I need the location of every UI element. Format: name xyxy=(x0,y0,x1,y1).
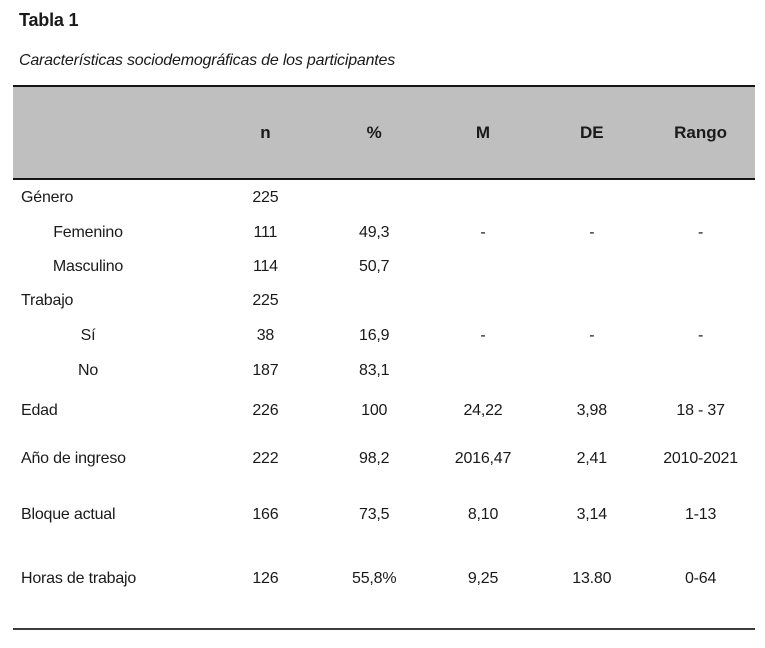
cell-n: 114 xyxy=(252,258,278,275)
cell-de: - xyxy=(589,326,595,344)
table-number-title: Tabla 1 xyxy=(19,10,79,30)
cell-pct: 50,7 xyxy=(359,258,390,275)
table-header-row: n % M DE Rango xyxy=(13,85,755,180)
cell-n: 226 xyxy=(252,401,279,419)
header-de: DE xyxy=(579,122,604,142)
cell-n: 38 xyxy=(256,326,275,344)
cell-rango: 0-64 xyxy=(684,569,717,587)
cell-de: 2,41 xyxy=(576,449,608,467)
header-rango: Rango xyxy=(674,122,728,142)
cell-rango: 2010-2021 xyxy=(663,449,738,467)
table-row-ano-ingreso: Año de ingreso 222 98,2 2016,47 2,41 201… xyxy=(13,432,755,485)
cell-rango: 18 - 37 xyxy=(676,401,725,419)
row-label: Femenino xyxy=(53,224,123,241)
cell-m: 2016,47 xyxy=(454,449,512,467)
cell-pct: 100 xyxy=(361,401,388,419)
table-row-si: Sí 38 16,9 - - - xyxy=(13,318,755,353)
table-row-genero: Género 225 xyxy=(13,180,755,216)
cell-n: 126 xyxy=(252,569,279,587)
cell-de: - xyxy=(589,224,595,241)
cell-pct: 73,5 xyxy=(359,506,390,523)
row-label: Género xyxy=(21,189,74,206)
row-label: Sí xyxy=(80,326,96,344)
cell-rango: - xyxy=(698,326,704,344)
table-row-no: No 187 83,1 xyxy=(13,353,755,389)
cell-pct: 16,9 xyxy=(359,326,390,344)
cell-n: 111 xyxy=(253,224,278,241)
table-row-horas-trabajo: Horas de trabajo 126 55,8% 9,25 13.80 0-… xyxy=(13,545,755,612)
row-label: Horas de trabajo xyxy=(21,569,137,587)
cell-n: 225 xyxy=(252,292,279,309)
cell-rango: 1-13 xyxy=(684,506,717,523)
table-row-bloque-actual: Bloque actual 166 73,5 8,10 3,14 1-13 xyxy=(13,485,755,545)
row-label: Bloque actual xyxy=(21,506,116,523)
sociodemographics-table: n % M DE Rango Género 225 Femenino 111 4… xyxy=(13,85,755,630)
table-row-femenino: Femenino 111 49,3 - - - xyxy=(13,216,755,250)
cell-m: 9,25 xyxy=(467,569,499,587)
row-label: Masculino xyxy=(52,258,124,275)
cell-de: 3,98 xyxy=(576,401,608,419)
cell-n: 166 xyxy=(252,506,279,523)
header-n: n xyxy=(260,122,271,142)
table-body: Género 225 Femenino 111 49,3 - - - Mascu… xyxy=(13,180,755,630)
cell-n: 225 xyxy=(252,189,279,206)
cell-m: - xyxy=(480,326,486,344)
cell-pct: 98,2 xyxy=(359,449,390,467)
table-row-trabajo: Trabajo 225 xyxy=(13,284,755,318)
cell-m: 24,22 xyxy=(463,401,503,419)
header-m: M xyxy=(475,122,491,142)
cell-rango: - xyxy=(698,224,704,241)
cell-n: 222 xyxy=(252,449,279,467)
table-row-edad: Edad 226 100 24,22 3,98 18 - 37 xyxy=(13,389,755,432)
cell-pct: 55,8% xyxy=(352,569,397,587)
row-label: Año de ingreso xyxy=(21,449,126,467)
cell-pct: 83,1 xyxy=(359,362,390,379)
row-label: Edad xyxy=(21,401,58,419)
table-row-masculino: Masculino 114 50,7 xyxy=(13,250,755,284)
row-label: Trabajo xyxy=(21,292,74,309)
cell-n: 187 xyxy=(252,362,279,379)
row-label: No xyxy=(77,362,99,379)
cell-m: - xyxy=(480,224,486,241)
table-caption: Características sociodemográficas de los… xyxy=(19,52,396,69)
cell-m: 8,10 xyxy=(467,506,499,523)
cell-pct: 49,3 xyxy=(359,224,390,241)
header-pct: % xyxy=(366,122,382,142)
cell-de: 3,14 xyxy=(576,506,608,523)
cell-de: 13.80 xyxy=(572,569,612,587)
